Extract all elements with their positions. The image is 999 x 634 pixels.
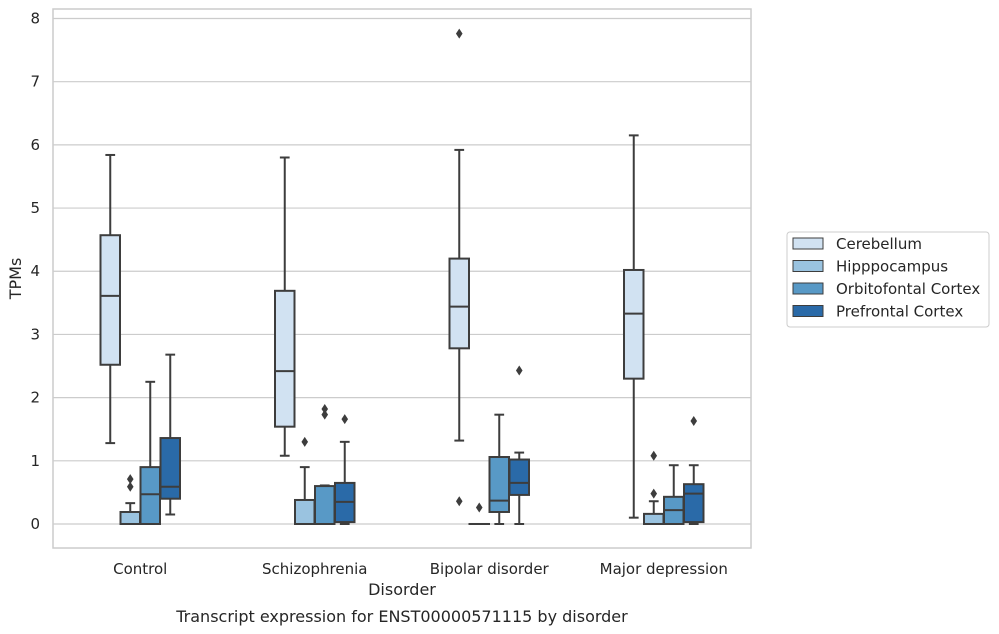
legend-item: Prefrontal Cortex [792,303,963,321]
legend-label: Prefrontal Cortex [836,303,963,321]
y-tick-label: 5 [30,199,40,217]
outlier-point [341,414,349,425]
legend-swatch [792,282,824,295]
outlier-point [126,481,134,492]
outlier-point [455,496,463,507]
y-tick-label: 2 [30,389,40,407]
y-tick-label: 7 [30,73,40,91]
outlier-point [321,403,329,414]
plot-area [99,28,705,525]
iqr-box [683,483,705,524]
box-orbitofontal-cortex [139,380,161,525]
legend-item: Hipppocampus [792,258,948,276]
y-tick-label: 4 [30,262,40,280]
y-tick-label: 0 [30,515,40,533]
outlier-point [301,436,309,447]
y-axis-label: TPMs [6,258,25,301]
x-tick-label: Bipolar disorder [430,560,550,578]
legend-swatch [792,260,824,272]
legend-frame [786,231,990,328]
y-tick-label: 1 [30,452,40,470]
box-orbitofontal-cortex [663,464,685,525]
x-axis-label: Disorder [368,580,436,599]
iqr-box [623,268,645,380]
legend-swatch [792,237,824,250]
x-tick-label: Schizophrenia [262,560,367,578]
outlier-point [650,488,658,499]
legend-label: Cerebellum [836,235,922,253]
box-orbitofontal-cortex [488,413,510,525]
iqr-box [119,510,141,525]
box-cerebellum [623,134,645,519]
chart-caption: Transcript expression for ENST0000057111… [175,607,628,626]
box-cerebellum [448,28,470,507]
y-tick-label: 8 [30,9,40,27]
legend: Cerebellum Hipppocampus Orbitofontal Corte… [786,231,990,328]
y-axis: 0 1 2 3 4 5 6 7 8 [30,9,40,533]
box-cerebellum [274,156,296,457]
x-tick-label: Major depression [600,560,728,578]
outlier-point [515,365,523,376]
box-prefrontal-cortex [683,415,705,525]
iqr-box [314,485,336,525]
legend-label: Orbitofontal Cortex [836,280,980,298]
y-tick-label: 3 [30,325,40,343]
x-axis: Control Schizophrenia Bipolar disorder Majo… [113,560,728,578]
legend-item: Cerebellum [792,235,922,253]
iqr-box [508,458,530,496]
box-hipppocampus [119,474,141,525]
box-prefrontal-cortex [508,365,530,525]
plot-frame [52,8,752,549]
outlier-point [321,409,329,420]
legend-item: Orbitofontal Cortex [792,280,980,298]
y-tick-label: 6 [30,136,40,154]
legend-swatch [792,305,824,317]
outlier-point [650,450,658,461]
outlier-point [475,502,483,513]
outlier-point [126,474,134,485]
legend-label: Hipppocampus [836,258,948,276]
iqr-box [139,466,161,525]
box-prefrontal-cortex [334,414,356,525]
iqr-box [448,257,470,350]
gridlines [53,17,751,525]
box-hipppocampus [643,450,665,525]
iqr-box [294,498,316,525]
iqr-box [643,512,665,525]
iqr-box [274,289,296,428]
iqr-box [159,437,181,500]
box-prefrontal-cortex [159,353,181,516]
iqr-box [99,234,121,366]
box-hipppocampus [294,436,316,525]
iqr-box [488,456,510,513]
box-cerebellum [99,153,121,445]
box-orbitofontal-cortex [314,403,336,525]
outlier-point [455,28,463,39]
box-hipppocampus [468,502,490,525]
x-tick-label: Control [113,560,167,578]
outlier-point [690,415,698,426]
